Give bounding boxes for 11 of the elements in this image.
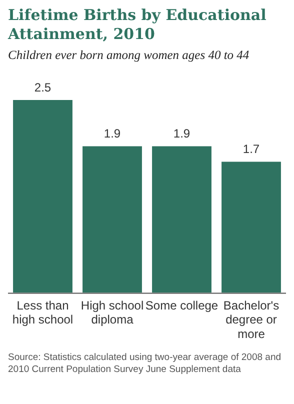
x-tick-label: Bachelor's degree or more — [223, 298, 280, 342]
x-tick-label: High school diploma — [80, 298, 144, 327]
source-note: Source: Statistics calculated using two-year average of 2008 and 2010 Current Population Survey June Supplement data — [8, 352, 282, 376]
data-label: 1.9 — [104, 126, 121, 141]
x-tick-label: Less than high school — [12, 298, 74, 327]
data-label: 1.9 — [173, 126, 190, 141]
data-label: 1.7 — [242, 142, 260, 156]
x-tick-label: Some college — [145, 298, 218, 312]
chart-title: Lifetime Births by Educational Attainment, 2010 — [8, 6, 268, 44]
data-label: 2.5 — [34, 80, 52, 94]
chart-subtitle: Children ever born among women ages 40 to 44 — [8, 48, 250, 63]
